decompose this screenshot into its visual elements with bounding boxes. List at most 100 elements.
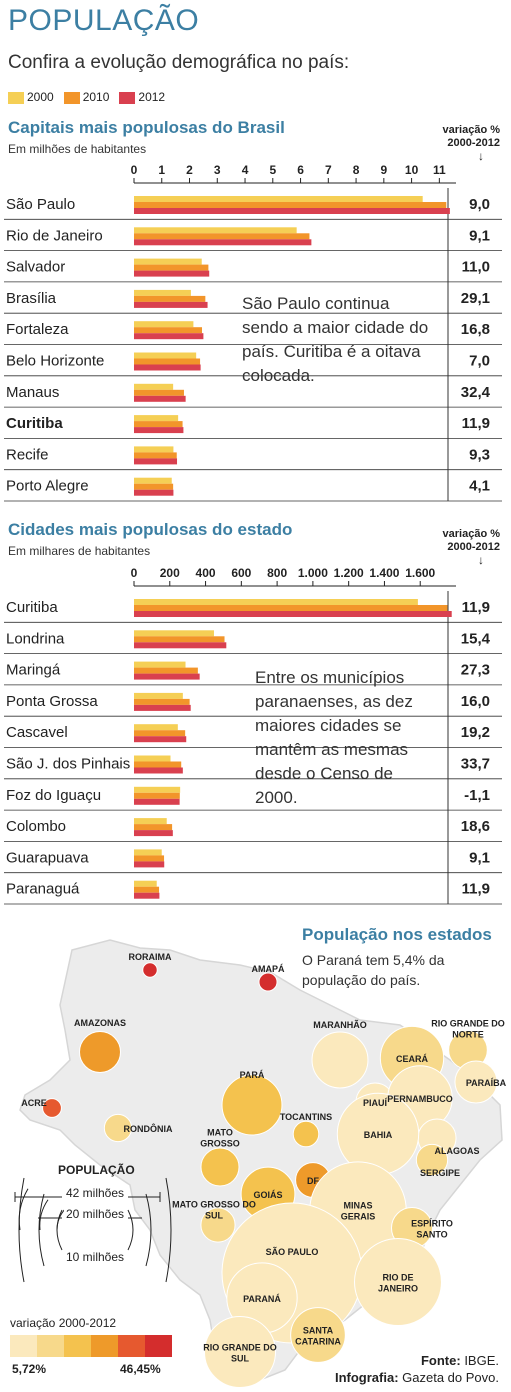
color-scale-step	[10, 1335, 37, 1357]
variation-value: 15,4	[461, 630, 491, 647]
color-scale-step	[91, 1335, 118, 1357]
row-label: Recife	[6, 446, 49, 463]
bar-2000	[134, 258, 202, 265]
state-label: MINAS	[344, 1201, 373, 1211]
bar-2012	[134, 270, 210, 277]
bar-2010	[134, 855, 165, 862]
bar-2010	[134, 233, 310, 240]
tick-label: 0	[131, 163, 138, 177]
row-label: Salvador	[6, 259, 65, 276]
row-label: Ponta Grossa	[6, 693, 98, 710]
state-label: GROSSO	[200, 1139, 240, 1149]
row-label: Cascavel	[6, 724, 68, 741]
size-legend	[14, 1177, 172, 1283]
bar-2000	[134, 289, 191, 296]
row-label: Paranaguá	[6, 881, 80, 898]
variation-value: 9,1	[469, 849, 490, 866]
bar-2010	[134, 605, 448, 611]
bar-2012	[134, 892, 160, 899]
state-label: RONDÔNIA	[124, 1123, 173, 1134]
map-subtitle: O Paraná tem 5,4% da população do país.	[302, 952, 445, 988]
row-label: Guarapuava	[6, 849, 89, 866]
state-label: ALAGOAS	[435, 1146, 480, 1156]
tick-label: 4	[242, 163, 249, 177]
state-label: DF	[307, 1176, 319, 1186]
variation-value: 9,3	[469, 446, 490, 463]
legend-swatch-2000	[8, 91, 24, 104]
size-legend-arc-left	[38, 1193, 45, 1267]
state-bubble	[354, 1238, 442, 1326]
bar-2000	[134, 692, 183, 699]
bar-2010	[134, 792, 180, 799]
state-label: MATO GROSSO DO	[172, 1200, 256, 1210]
state-bubble	[204, 1316, 276, 1388]
state-bubble	[142, 962, 158, 978]
variation-value: 9,1	[469, 227, 490, 244]
state-label: RIO DE	[382, 1273, 413, 1283]
brazil-map: RORAIMA AMAPÁ AMAZONAS PARÁ MARANHÃO CEARÁ RIO…	[19, 939, 507, 1388]
state-bubble	[221, 1074, 283, 1136]
row-label: Rio de Janeiro	[6, 227, 103, 244]
state-label: GERAIS	[341, 1212, 376, 1222]
tick-label: 1.400	[369, 566, 399, 580]
legend-swatch-2010	[63, 91, 80, 104]
state-label: PARAÍBA	[466, 1078, 507, 1088]
tick-label: 7	[325, 163, 332, 177]
state-bubble	[103, 1113, 133, 1143]
size-legend-arc-right	[127, 1209, 134, 1251]
page-subtitle: Confira a evolução demográfica no país:	[8, 52, 350, 73]
color-scale-step	[118, 1335, 145, 1357]
variation-value: 16,0	[461, 693, 490, 710]
down-arrow-icon: ↓	[478, 553, 484, 567]
down-arrow-icon: ↓	[478, 149, 484, 163]
bar-2000	[134, 227, 297, 234]
bar-2010	[134, 327, 203, 334]
variation-value: 33,7	[461, 756, 490, 773]
bar-2010	[134, 202, 447, 208]
legend-item-2012: 2012	[119, 90, 165, 104]
tick-label: 1.000	[298, 566, 328, 580]
bar-2000	[134, 599, 418, 605]
row-label: Belo Horizonte	[6, 353, 104, 370]
variation-value: 19,2	[461, 724, 490, 741]
state-label: AMAPÁ	[252, 964, 285, 974]
bar-2000	[134, 446, 174, 453]
size-legend-arc-right	[145, 1193, 152, 1267]
bar-2010	[134, 667, 198, 674]
bar-2012	[134, 830, 173, 837]
state-label: SERGIPE	[420, 1168, 460, 1178]
bar-2012	[134, 427, 184, 434]
state-bubble	[79, 1031, 121, 1073]
state-label: ACRE	[21, 1098, 47, 1108]
variation-value: -1,1	[464, 787, 490, 804]
color-scale-title: variação 2000-2012	[10, 1316, 117, 1330]
variation-value: 32,4	[461, 384, 491, 401]
bar-2010	[134, 636, 225, 643]
size-legend-arc-left	[56, 1209, 63, 1251]
bar-2000	[134, 477, 172, 484]
row-label: Londrina	[6, 630, 65, 647]
state-label: RIO GRANDE DO	[203, 1343, 277, 1353]
variation-value: 29,1	[461, 290, 490, 307]
state-bubble	[42, 1098, 62, 1118]
color-scale-min: 5,72%	[12, 1362, 47, 1376]
variation-value: 11,9	[462, 415, 490, 432]
bar-2010	[134, 358, 201, 365]
row-label: Manaus	[6, 384, 59, 401]
state-bubble	[258, 972, 278, 992]
state-label: SUL	[205, 1211, 224, 1221]
variation-value: 27,3	[461, 662, 490, 679]
chart1-annotation: São Paulo continua sendo a maior cidade …	[242, 294, 429, 385]
row-label: Colombo	[6, 818, 66, 835]
state-bubble	[292, 1120, 320, 1148]
state-label: MATO	[207, 1128, 233, 1138]
color-scale-step	[64, 1335, 91, 1357]
bar-2012	[134, 611, 452, 617]
color-scale	[10, 1335, 172, 1357]
row-label: São Paulo	[6, 196, 75, 213]
chart1-variation-header: variação % 2000-2012 ↓	[432, 124, 500, 163]
bar-2012	[134, 301, 208, 308]
variation-value: 11,0	[462, 259, 490, 276]
tick-label: 400	[196, 566, 216, 580]
bar-2010	[134, 761, 182, 768]
